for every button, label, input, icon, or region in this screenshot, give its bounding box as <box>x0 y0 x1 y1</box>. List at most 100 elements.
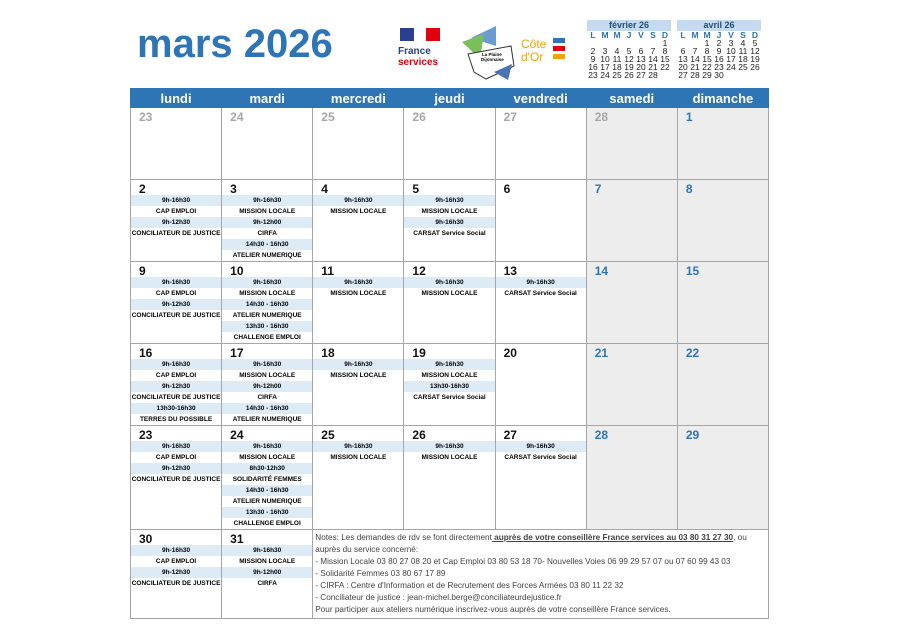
day-cell[interactable]: 31 9h-16h30 MISSION LOCALE 9h-12h00 CIRFA <box>221 529 314 619</box>
mini-day[interactable]: 7 <box>692 46 698 56</box>
mini-day[interactable]: 23 <box>714 62 724 72</box>
day-cell[interactable]: 11 9h-16h30 MISSION LOCALE <box>312 261 405 344</box>
mini-day[interactable]: 18 <box>612 62 622 72</box>
mini-day[interactable]: 5 <box>626 46 632 56</box>
day-cell[interactable]: 25 9h-16h30 MISSION LOCALE <box>312 425 405 530</box>
day-cell[interactable]: 26 <box>403 107 496 180</box>
mini-day[interactable]: 12 <box>750 46 760 56</box>
day-cell[interactable]: 27 <box>494 107 587 180</box>
weekday-letter: S <box>650 30 656 40</box>
day-cell[interactable]: 7 <box>585 179 678 262</box>
day-cell[interactable]: 16 9h-16h30 CAP EMPLOI 9h-12h30 CONCILIATEUR… <box>129 343 223 426</box>
mini-day[interactable]: 17 <box>726 54 736 64</box>
mini-day[interactable]: 6 <box>680 46 686 56</box>
mini-day[interactable]: 8 <box>662 46 668 56</box>
day-cell[interactable]: 23 9h-16h30 CAP EMPLOI 9h-12h30 CONCILIATEUR… <box>129 425 223 530</box>
mini-day[interactable]: 19 <box>750 54 760 64</box>
mini-day[interactable]: 10 <box>600 54 610 64</box>
mini-day[interactable]: 24 <box>726 62 736 72</box>
mini-day[interactable]: 3 <box>602 46 608 56</box>
mini-day[interactable]: 28 <box>648 70 658 80</box>
day-cell[interactable]: 18 9h-16h30 MISSION LOCALE <box>312 343 405 426</box>
mini-day[interactable]: 25 <box>612 70 622 80</box>
mini-day[interactable]: 27 <box>636 70 646 80</box>
day-cell[interactable]: 24 <box>221 107 314 180</box>
mini-day[interactable]: 13 <box>678 54 688 64</box>
day-cell[interactable]: 5 9h-16h30 MISSION LOCALE 9h-16h30 CARSAT Se… <box>403 179 496 262</box>
day-cell[interactable]: 9 9h-16h30 CAP EMPLOI 9h-12h30 CONCILIATEUR … <box>129 261 223 344</box>
mini-day[interactable]: 9 <box>590 54 596 64</box>
mini-day[interactable]: 20 <box>636 62 646 72</box>
mini-day[interactable]: 2 <box>590 46 596 56</box>
day-cell[interactable]: 30 9h-16h30 CAP EMPLOI 9h-12h30 CONCILIATEUR… <box>129 529 223 619</box>
day-cell[interactable]: 28 <box>585 107 678 180</box>
mini-day[interactable]: 4 <box>740 38 746 48</box>
day-cell[interactable]: 28 <box>585 425 678 530</box>
day-cell[interactable]: 8 <box>676 179 770 262</box>
mini-day[interactable]: 21 <box>648 62 658 72</box>
mini-day[interactable]: 15 <box>660 54 670 64</box>
mini-day[interactable]: 23 <box>588 70 598 80</box>
day-cell[interactable]: 21 <box>585 343 678 426</box>
mini-day[interactable] <box>749 71 761 79</box>
mini-day[interactable]: 16 <box>714 54 724 64</box>
day-cell[interactable]: 22 <box>676 343 770 426</box>
day-cell[interactable]: 17 9h-16h30 MISSION LOCALE 9h-12h00 CIRFA 14h… <box>221 343 314 426</box>
mini-day[interactable]: 30 <box>714 70 724 80</box>
mini-day[interactable]: 22 <box>702 62 712 72</box>
mini-day[interactable]: 2 <box>716 38 722 48</box>
mini-day[interactable]: 26 <box>750 62 760 72</box>
day-cell[interactable]: 25 <box>312 107 405 180</box>
day-cell[interactable]: 4 9h-16h30 MISSION LOCALE <box>312 179 405 262</box>
mini-day[interactable]: 4 <box>614 46 620 56</box>
mini-day[interactable]: 3 <box>728 38 734 48</box>
mini-day[interactable] <box>725 71 737 79</box>
day-cell[interactable]: 19 9h-16h30 MISSION LOCALE 13h30-16h30 CARSA… <box>403 343 496 426</box>
mini-day[interactable]: 14 <box>690 54 700 64</box>
mini-day[interactable]: 13 <box>636 54 646 64</box>
mini-day[interactable] <box>737 71 749 79</box>
mini-day[interactable]: 21 <box>690 62 700 72</box>
mini-day[interactable]: 16 <box>588 62 598 72</box>
day-cell[interactable]: 12 9h-16h30 MISSION LOCALE <box>403 261 496 344</box>
day-cell[interactable]: 29 <box>676 425 770 530</box>
mini-day[interactable]: 14 <box>648 54 658 64</box>
day-cell[interactable]: 20 <box>494 343 587 426</box>
day-cell[interactable]: 13 9h-16h30 CARSAT Service Social <box>494 261 587 344</box>
day-cell[interactable]: 10 9h-16h30 MISSION LOCALE 14h30 - 16h30 ATE… <box>221 261 314 344</box>
mini-day[interactable]: 8 <box>704 46 710 56</box>
mini-day[interactable]: 10 <box>726 46 736 56</box>
day-cell[interactable]: 6 <box>494 179 587 262</box>
day-cell[interactable]: 15 <box>676 261 770 344</box>
mini-day[interactable]: 17 <box>600 62 610 72</box>
day-cell[interactable]: 1 <box>676 107 770 180</box>
mini-day[interactable]: 7 <box>650 46 656 56</box>
day-cell[interactable]: 26 9h-16h30 MISSION LOCALE <box>403 425 496 530</box>
mini-day[interactable]: 9 <box>716 46 722 56</box>
mini-day[interactable]: 29 <box>702 70 712 80</box>
mini-day[interactable]: 12 <box>624 54 634 64</box>
mini-day[interactable]: 11 <box>738 46 748 56</box>
day-cell[interactable]: 23 <box>129 107 223 180</box>
day-cell[interactable]: 3 9h-16h30 MISSION LOCALE 9h-12h00 CIRFA 14h3… <box>221 179 314 262</box>
mini-day[interactable]: 25 <box>738 62 748 72</box>
mini-day[interactable]: 28 <box>690 70 700 80</box>
mini-day[interactable]: 26 <box>624 70 634 80</box>
mini-day[interactable]: 15 <box>702 54 712 64</box>
mini-day[interactable]: 11 <box>612 54 622 64</box>
mini-day[interactable]: 27 <box>678 70 688 80</box>
mini-day[interactable]: 1 <box>704 38 710 48</box>
mini-day[interactable] <box>659 71 671 79</box>
mini-day[interactable]: 19 <box>624 62 634 72</box>
mini-day[interactable]: 22 <box>660 62 670 72</box>
mini-day[interactable]: 20 <box>678 62 688 72</box>
day-cell[interactable]: 14 <box>585 261 678 344</box>
mini-day[interactable]: 5 <box>752 38 758 48</box>
day-cell[interactable]: 2 9h-16h30 CAP EMPLOI 9h-12h30 CONCILIATEUR … <box>129 179 223 262</box>
mini-day[interactable]: 18 <box>738 54 748 64</box>
mini-day[interactable]: 24 <box>600 70 610 80</box>
mini-day[interactable]: 6 <box>638 46 644 56</box>
day-cell[interactable]: 27 9h-16h30 CARSAT Service Social <box>494 425 587 530</box>
day-cell[interactable]: 24 9h-16h30 MISSION LOCALE 8h30-12h30 SOLIDA… <box>221 425 314 530</box>
mini-day[interactable]: 1 <box>662 38 668 48</box>
